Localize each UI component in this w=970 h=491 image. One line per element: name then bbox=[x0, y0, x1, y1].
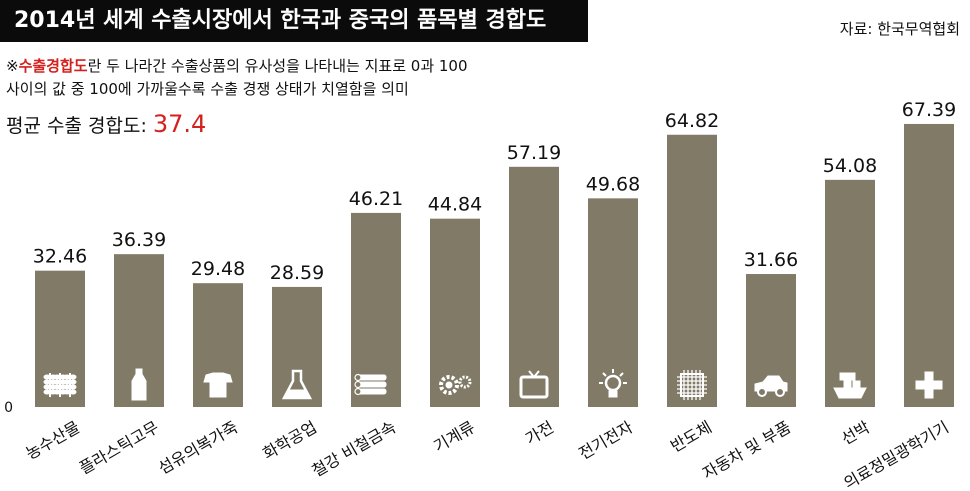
bar-9 bbox=[667, 134, 717, 408]
bottle-icon bbox=[131, 368, 147, 401]
chip-icon bbox=[677, 370, 707, 400]
bar-7 bbox=[509, 166, 559, 407]
medical-cross-icon bbox=[915, 371, 943, 399]
data-label-11: 54.08 bbox=[823, 155, 877, 177]
data-label-3: 29.48 bbox=[191, 258, 245, 280]
definition-note-line-1: ※수출경합도란 두 나라간 수출상품의 유사성을 나타내는 지표로 0과 100 bbox=[6, 55, 468, 78]
data-label-12: 67.39 bbox=[902, 99, 956, 121]
note-line-1-text: 란 두 나라간 수출상품의 유사성을 나타내는 지표로 0과 100 bbox=[87, 57, 468, 75]
steel-pipes-icon bbox=[354, 373, 387, 396]
bar-12 bbox=[904, 123, 954, 407]
x-tick-label-7: 가전 bbox=[522, 417, 557, 448]
note-mark: ※ bbox=[6, 57, 19, 75]
definition-note: ※수출경합도란 두 나라간 수출상품의 유사성을 나타내는 지표로 0과 100… bbox=[6, 55, 468, 101]
x-tick-label-2: 플라스틱고무 bbox=[76, 417, 162, 478]
note-highlight-term: 수출경합도 bbox=[18, 57, 88, 75]
data-label-8: 49.68 bbox=[586, 173, 640, 195]
shirt-icon bbox=[203, 372, 233, 398]
wheat-icon bbox=[43, 373, 77, 397]
chart-title: 2014년 세계 수출시장에서 한국과 중국의 품목별 경합도 bbox=[0, 0, 588, 42]
average-value: 37.4 bbox=[152, 110, 207, 138]
car-icon bbox=[754, 375, 788, 397]
data-label-7: 57.19 bbox=[507, 142, 561, 164]
data-label-1: 32.46 bbox=[33, 246, 87, 268]
bar-11 bbox=[825, 179, 875, 407]
data-label-6: 44.84 bbox=[428, 194, 482, 216]
x-tick-label-11: 선박 bbox=[838, 417, 873, 448]
data-label-9: 64.82 bbox=[665, 110, 719, 132]
ship-icon bbox=[833, 372, 867, 399]
x-tick-label-8: 전기전자 bbox=[575, 417, 636, 463]
data-label-4: 28.59 bbox=[270, 262, 324, 284]
x-tick-label-5: 철강 비철금속 bbox=[309, 417, 399, 480]
x-tick-label-9: 반도체 bbox=[667, 417, 715, 456]
x-tick-label-4: 화학공업 bbox=[259, 417, 320, 463]
y-axis-tick-label: 0 bbox=[4, 400, 13, 416]
lightbulb-icon bbox=[599, 369, 627, 398]
definition-note-line-2: 사이의 값 중 100에 가까울수록 수출 경쟁 상태가 치열함을 의미 bbox=[6, 80, 409, 98]
data-label-5: 46.21 bbox=[349, 188, 403, 210]
bar-4 bbox=[272, 286, 322, 407]
tv-icon bbox=[519, 370, 549, 399]
average-label: 평균 수출 경합도: bbox=[6, 115, 147, 137]
gears-icon bbox=[439, 375, 472, 395]
source-note: 자료: 한국무역협회 bbox=[839, 20, 960, 38]
x-tick-label-10: 자동차 및 부품 bbox=[699, 417, 794, 483]
bar-6 bbox=[430, 218, 480, 407]
x-tick-label-3: 섬유의복가죽 bbox=[155, 417, 241, 478]
data-label-2: 36.39 bbox=[112, 229, 166, 251]
x-tick-label-6: 기계류 bbox=[430, 417, 478, 456]
average-score: 평균 수출 경합도: 37.4 bbox=[6, 110, 206, 138]
data-label-10: 31.66 bbox=[744, 249, 798, 271]
x-tick-label-1: 농수산물 bbox=[22, 417, 83, 463]
flask-icon bbox=[281, 369, 313, 400]
